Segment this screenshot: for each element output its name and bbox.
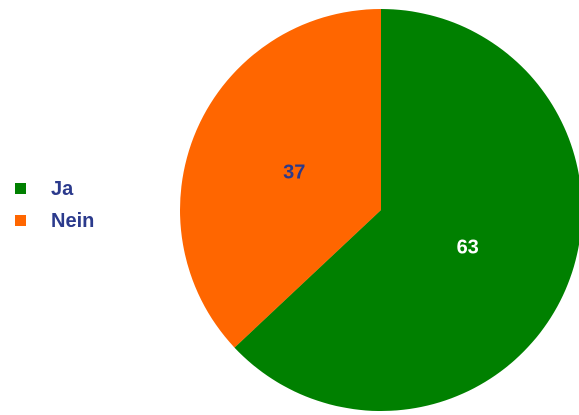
legend-label-ja: Ja <box>51 178 74 200</box>
pie-data-labels: 63 37 <box>283 161 479 258</box>
legend-swatch-nein <box>15 215 26 226</box>
pie-slice-ja <box>234 9 579 411</box>
pie-slice-nein <box>180 9 381 348</box>
legend-label-nein: Nein <box>51 210 94 232</box>
data-label-ja: 63 <box>457 237 479 259</box>
data-label-nein: 37 <box>283 161 305 183</box>
legend-swatch-ja <box>15 183 26 194</box>
pie-slices <box>180 9 579 411</box>
legend: Ja Nein <box>15 178 94 232</box>
